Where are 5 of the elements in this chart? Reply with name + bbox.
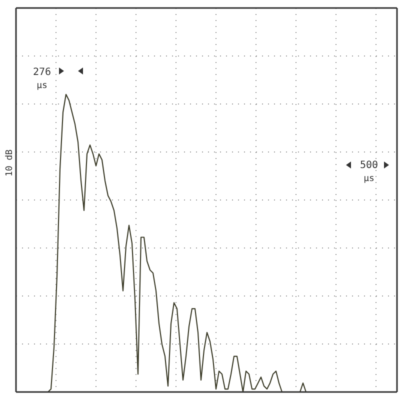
text: 276	[32, 67, 52, 78]
annotation: µs	[364, 174, 374, 184]
annotation: 500	[360, 160, 378, 171]
y-axis-title: 10 dB	[5, 149, 15, 177]
text: µs	[36, 81, 48, 91]
